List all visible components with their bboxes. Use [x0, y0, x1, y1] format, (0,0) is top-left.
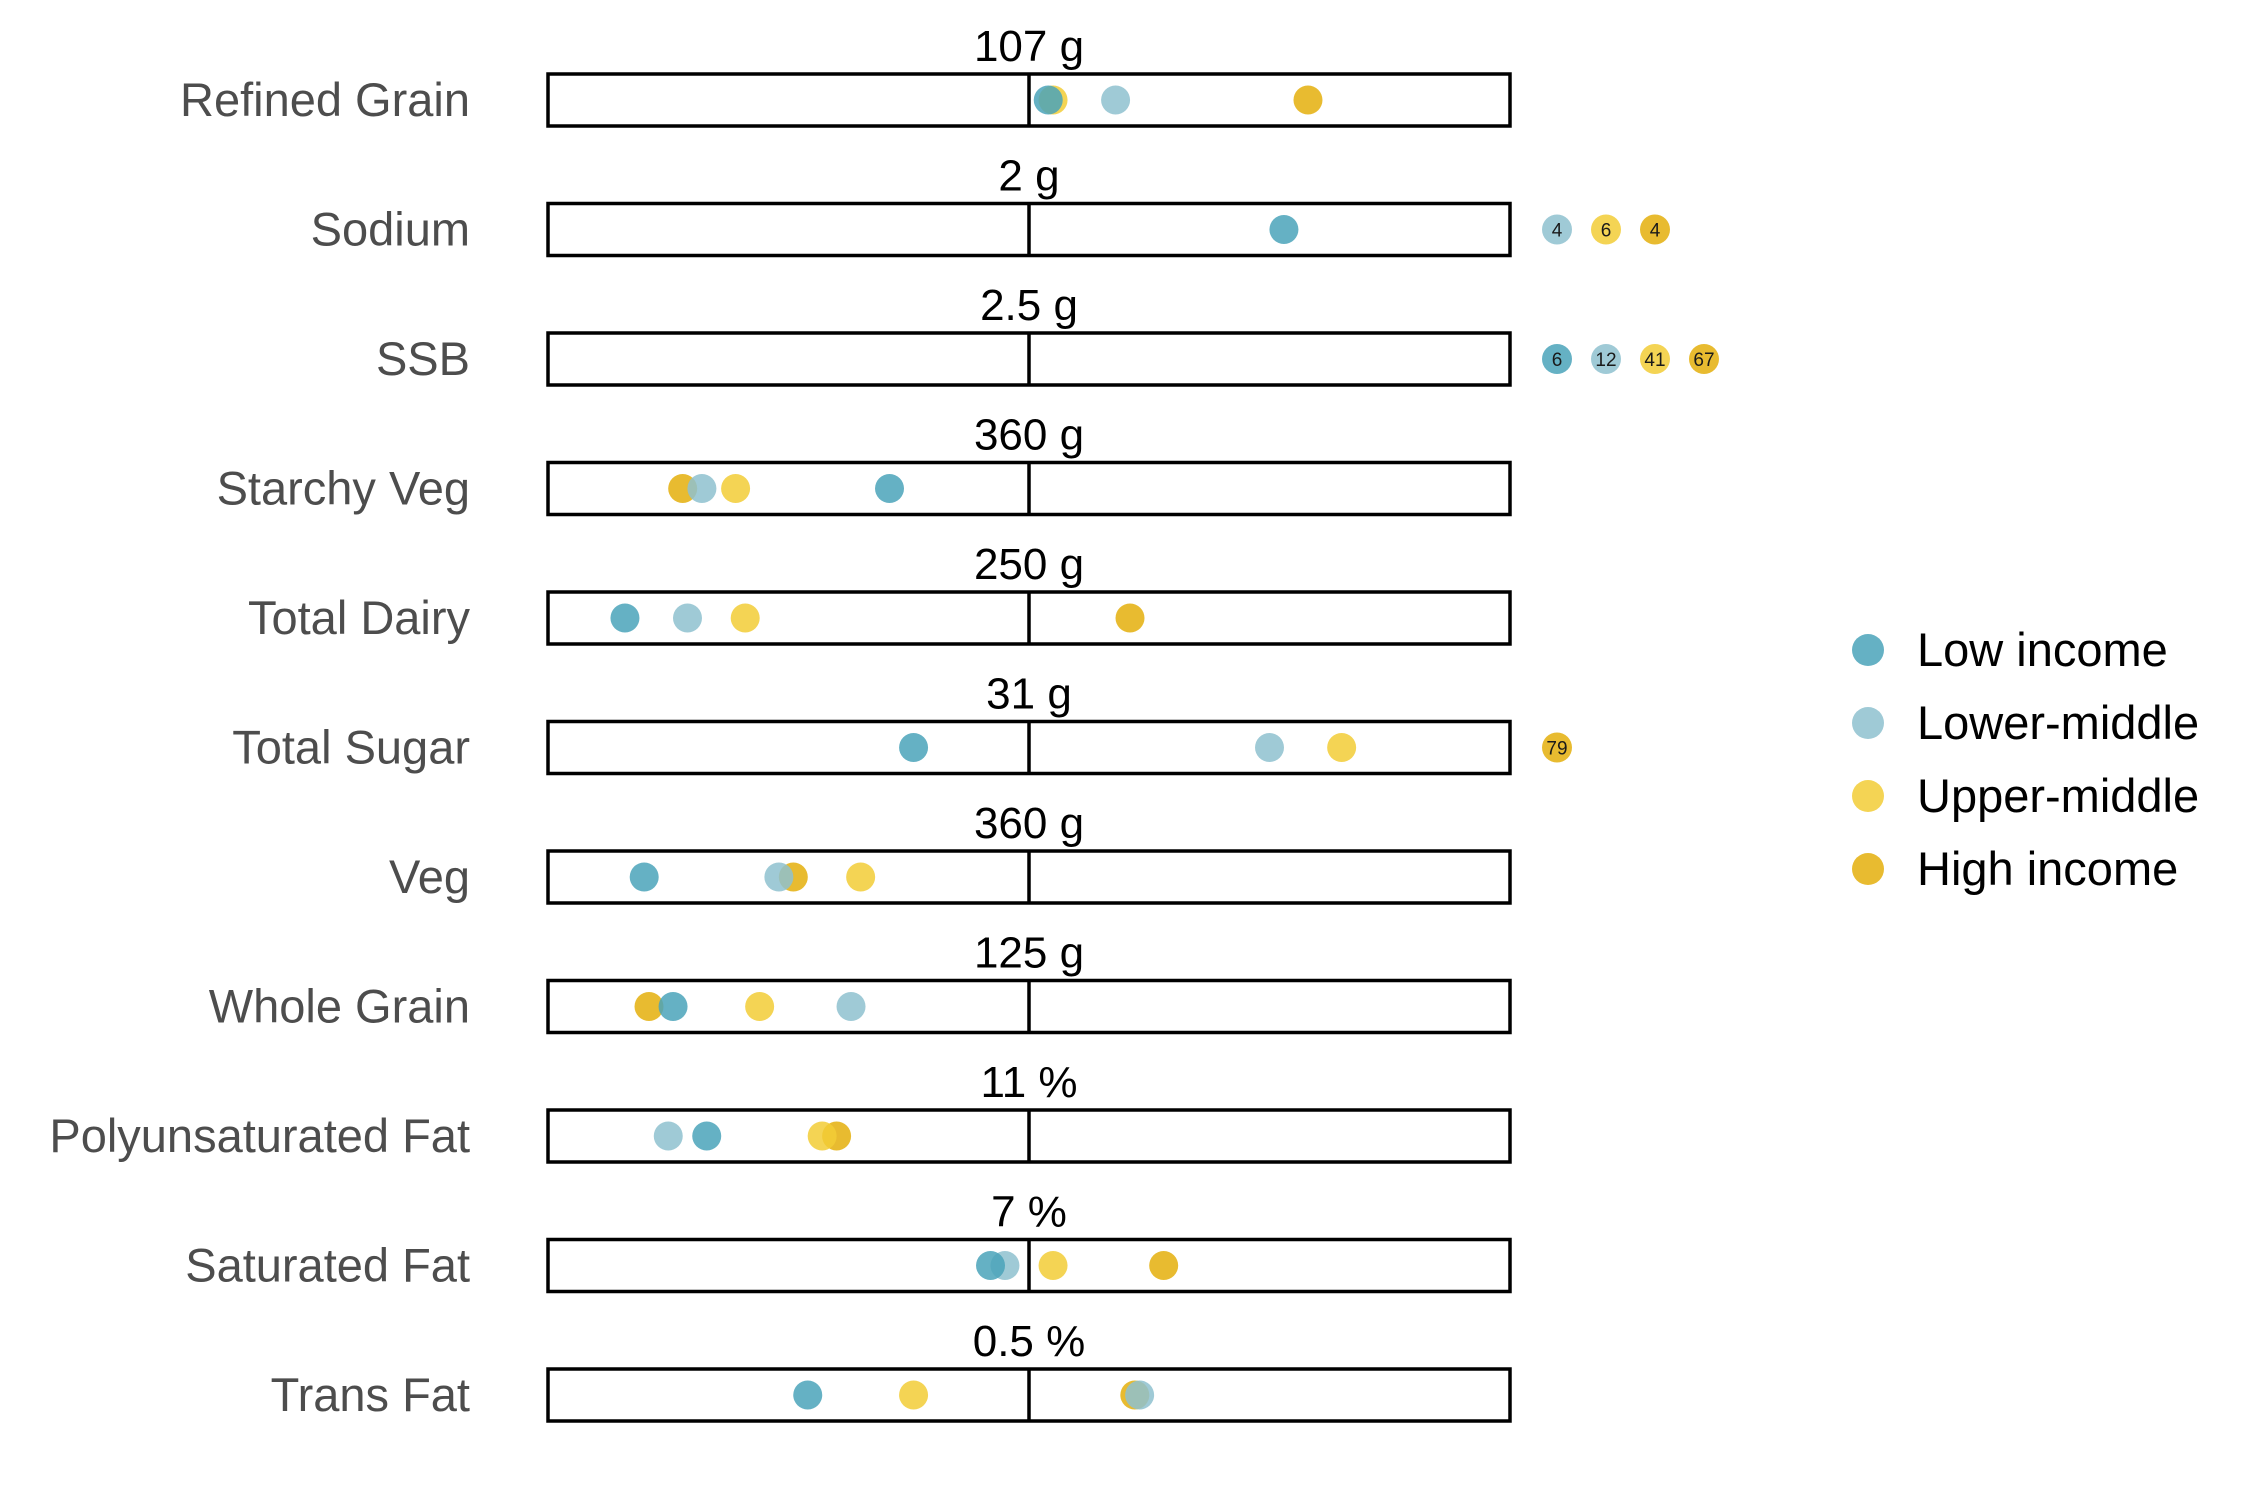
row-label: Polyunsaturated Fat	[49, 1109, 470, 1162]
legend-item-high-income: High income	[1852, 842, 2178, 895]
point-lower-middle	[1101, 85, 1131, 115]
row-label: Trans Fat	[271, 1368, 470, 1421]
point-low-income	[1269, 215, 1299, 244]
point-upper-middle	[730, 603, 760, 633]
point-high-income	[1115, 603, 1145, 633]
row-total-dairy: Total Dairy 250 g	[248, 540, 1512, 646]
legend: Low income Lower-middle Upper-middle High i…	[1852, 623, 2199, 895]
target-label: 360 g	[974, 799, 1084, 848]
legend-label: Upper-middle	[1917, 769, 2199, 822]
row-polyunsaturated-fat: Polyunsaturated Fat 11 %	[49, 1058, 1512, 1164]
row-label: Starchy Veg	[217, 462, 470, 515]
row-label: Whole Grain	[209, 980, 470, 1033]
target-label: 250 g	[974, 540, 1084, 589]
offscale-marker-upper-middle	[1640, 344, 1670, 374]
offscale-value: 4	[1650, 221, 1661, 242]
point-low-income	[976, 1251, 1006, 1280]
point-upper-middle	[1038, 1251, 1068, 1280]
legend-marker	[1852, 853, 1884, 885]
target-label: 11 %	[980, 1058, 1077, 1107]
point-low-income	[692, 1121, 722, 1151]
row-ssb: SSB 2.5 g 6 12 41 67	[376, 281, 1719, 387]
row-label: SSB	[376, 332, 470, 385]
target-label: 360 g	[974, 411, 1084, 460]
point-upper-middle	[807, 1121, 837, 1151]
target-label: 31 g	[986, 670, 1072, 719]
offscale-value: 79	[1546, 739, 1567, 760]
row-saturated-fat: Saturated Fat 7 %	[185, 1188, 1512, 1294]
legend-label: High income	[1917, 842, 2178, 895]
row-refined-grain: Refined Grain 107 g	[180, 22, 1512, 128]
point-high-income	[1149, 1251, 1179, 1280]
legend-label: Low income	[1917, 623, 2168, 676]
point-upper-middle	[1327, 733, 1357, 762]
offscale-value: 6	[1601, 221, 1612, 242]
offscale-marker-lower-middle	[1542, 214, 1572, 245]
chart-rows: Refined Grain 107 g Sodium 2 g 4 6 4 SSB 2.5 g 6 1…	[49, 22, 1719, 1423]
point-low-income	[629, 862, 659, 892]
row-trans-fat: Trans Fat 0.5 %	[271, 1317, 1512, 1423]
point-lower-middle	[653, 1121, 683, 1151]
target-label: 2 g	[998, 152, 1059, 201]
point-lower-middle	[836, 992, 866, 1021]
offscale-marker-high-income	[1689, 344, 1719, 374]
offscale-value: 4	[1552, 221, 1563, 242]
offscale-marker-low-income	[1542, 344, 1572, 374]
row-label: Sodium	[311, 203, 470, 256]
legend-marker	[1852, 634, 1884, 666]
point-lower-middle	[1255, 733, 1284, 762]
row-label: Refined Grain	[180, 73, 470, 126]
legend-marker	[1852, 707, 1884, 739]
offscale-value: 41	[1644, 350, 1665, 371]
point-high-income	[634, 992, 664, 1021]
point-upper-middle	[899, 1380, 929, 1410]
row-sodium: Sodium 2 g 4 6 4	[311, 152, 1670, 258]
offscale-value: 67	[1693, 350, 1714, 371]
point-low-income	[899, 733, 929, 762]
point-low-income	[610, 603, 640, 633]
row-label: Total Sugar	[232, 721, 470, 774]
point-high-income	[1293, 85, 1323, 115]
point-low-income	[793, 1380, 823, 1410]
point-upper-middle	[721, 474, 751, 503]
row-label: Saturated Fat	[185, 1239, 470, 1292]
target-label: 0.5 %	[973, 1317, 1086, 1366]
legend-marker	[1852, 780, 1884, 812]
point-low-income	[658, 992, 688, 1021]
row-starchy-veg: Starchy Veg 360 g	[217, 411, 1512, 517]
point-low-income	[875, 474, 905, 503]
offscale-marker-high-income	[1542, 732, 1572, 763]
target-label: 125 g	[974, 929, 1084, 978]
target-label: 2.5 g	[980, 281, 1078, 330]
point-upper-middle	[846, 862, 876, 892]
point-lower-middle	[1125, 1380, 1155, 1410]
row-label: Veg	[389, 850, 470, 903]
legend-item-upper-middle: Upper-middle	[1852, 769, 2199, 822]
row-total-sugar: Total Sugar 31 g 79	[232, 670, 1572, 776]
offscale-marker-lower-middle	[1591, 344, 1621, 374]
row-veg: Veg 360 g	[389, 799, 1512, 905]
point-upper-middle	[745, 992, 775, 1021]
legend-label: Lower-middle	[1917, 696, 2199, 749]
legend-item-low-income: Low income	[1852, 623, 2168, 676]
offscale-marker-upper-middle	[1591, 214, 1621, 245]
point-lower-middle	[764, 862, 794, 892]
row-whole-grain: Whole Grain 125 g	[209, 929, 1512, 1035]
target-label: 7 %	[991, 1188, 1067, 1237]
offscale-value: 6	[1552, 350, 1563, 371]
legend-item-lower-middle: Lower-middle	[1852, 696, 2199, 749]
offscale-value: 12	[1595, 350, 1616, 371]
target-label: 107 g	[974, 22, 1084, 71]
row-label: Total Dairy	[248, 591, 471, 644]
point-lower-middle	[687, 474, 717, 503]
point-lower-middle	[672, 603, 702, 633]
offscale-marker-high-income	[1640, 214, 1670, 245]
point-low-income	[1033, 85, 1063, 115]
